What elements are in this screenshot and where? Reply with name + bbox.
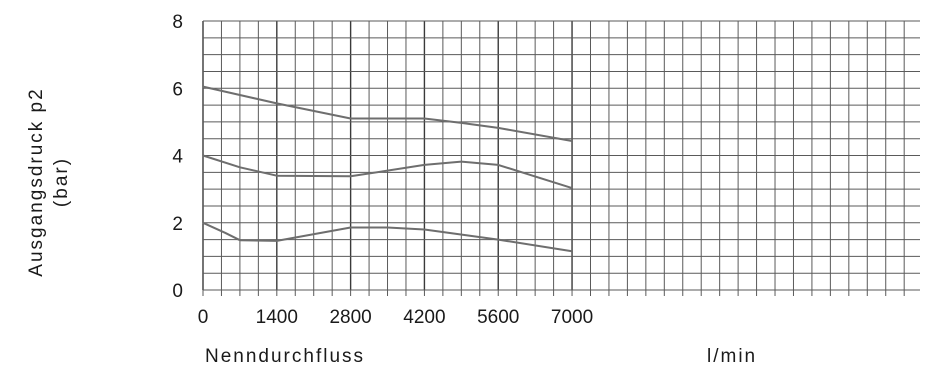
x-axis-unit: l/min xyxy=(707,346,757,365)
y-tick-label: 0 xyxy=(172,281,183,302)
x-tick-labels: 0 1400 2800 4200 5600 7000 xyxy=(198,307,593,328)
series-line-2 xyxy=(202,154,573,190)
chart-grid xyxy=(202,20,920,296)
x-axis-title: Nenndurchfluss xyxy=(205,346,365,365)
y-axis-title-line2: (bar) xyxy=(51,157,72,207)
x-tick-label: 7000 xyxy=(551,307,593,328)
y-tick-label: 8 xyxy=(172,12,183,33)
series-line-1 xyxy=(202,85,573,142)
y-axis-title-line1: Ausgangsdruck p2 xyxy=(26,87,47,276)
series-line-3 xyxy=(202,221,573,253)
y-tick-label: 2 xyxy=(172,214,183,235)
x-tick-label: 4200 xyxy=(403,307,445,328)
x-tick-label: 5600 xyxy=(477,307,519,328)
x-tick-label: 1400 xyxy=(256,307,298,328)
x-tick-label: 2800 xyxy=(329,307,371,328)
y-tick-label: 4 xyxy=(172,147,183,168)
chart-series-group xyxy=(202,85,573,253)
y-tick-label: 6 xyxy=(172,79,183,100)
y-tick-labels: 0 2 4 6 8 xyxy=(172,12,183,302)
x-tick-label: 0 xyxy=(198,307,209,328)
